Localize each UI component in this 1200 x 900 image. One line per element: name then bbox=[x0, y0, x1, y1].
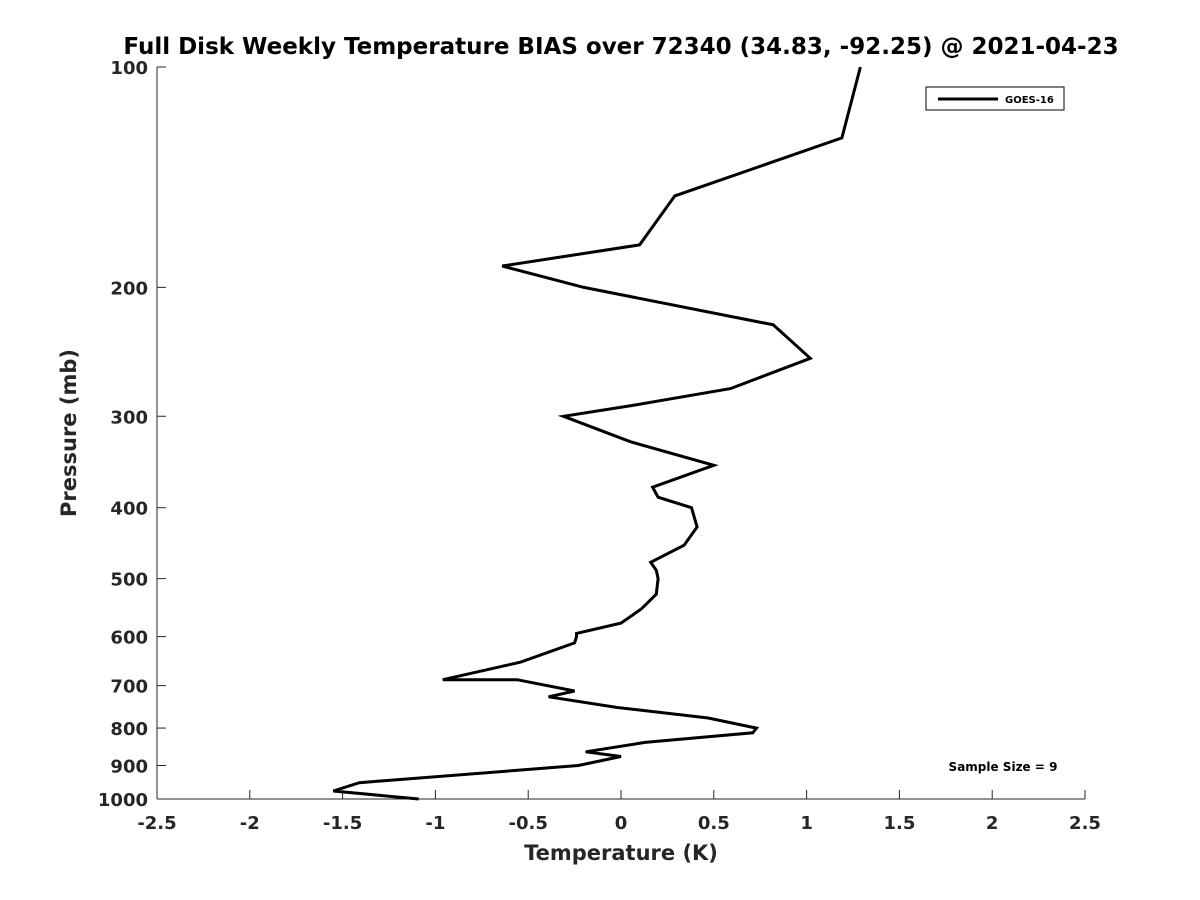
y-tick-label: 700 bbox=[110, 677, 148, 698]
y-tick-label: 600 bbox=[110, 628, 148, 649]
y-tick-label: 400 bbox=[110, 499, 148, 520]
y-tick-label: 500 bbox=[110, 570, 148, 591]
x-tick-label: -2.5 bbox=[137, 813, 176, 834]
x-tick-label: 2 bbox=[986, 813, 999, 834]
legend-label-goes-16: GOES-16 bbox=[1005, 95, 1054, 106]
x-tick-label: -1.5 bbox=[323, 813, 362, 834]
y-tick-label: 800 bbox=[110, 719, 148, 740]
legend: GOES-16 bbox=[925, 86, 1065, 111]
y-tick-label: 300 bbox=[110, 407, 148, 428]
y-tick-label: 900 bbox=[110, 757, 148, 778]
x-tick-label: 0.5 bbox=[698, 813, 730, 834]
y-tick-label: 100 bbox=[110, 58, 148, 79]
chart-title: Full Disk Weekly Temperature BIAS over 7… bbox=[123, 34, 1118, 60]
x-tick-label: -2 bbox=[240, 813, 260, 834]
y-tick-label: 200 bbox=[110, 278, 148, 299]
x-tick-label: 1 bbox=[800, 813, 813, 834]
x-axis-ticks: -2.5 -2 -1.5 -1 -0.5 0 0.5 1 1.5 2 2.5 bbox=[137, 790, 1101, 834]
x-tick-label: -1 bbox=[425, 813, 445, 834]
x-tick-label: 2.5 bbox=[1069, 813, 1101, 834]
x-axis-label: Temperature (K) bbox=[524, 841, 718, 865]
y-tick-label: 1000 bbox=[98, 790, 148, 811]
x-tick-label: 1.5 bbox=[883, 813, 915, 834]
x-tick-label: -0.5 bbox=[509, 813, 548, 834]
sample-size-annotation: Sample Size = 9 bbox=[949, 760, 1058, 774]
y-axis-ticks: 100 200 300 400 500 600 700 800 900 1000 bbox=[98, 58, 166, 811]
x-tick-label: 0 bbox=[615, 813, 628, 834]
y-axis-label: Pressure (mb) bbox=[57, 349, 81, 517]
series-line-goes-16 bbox=[332, 66, 862, 801]
